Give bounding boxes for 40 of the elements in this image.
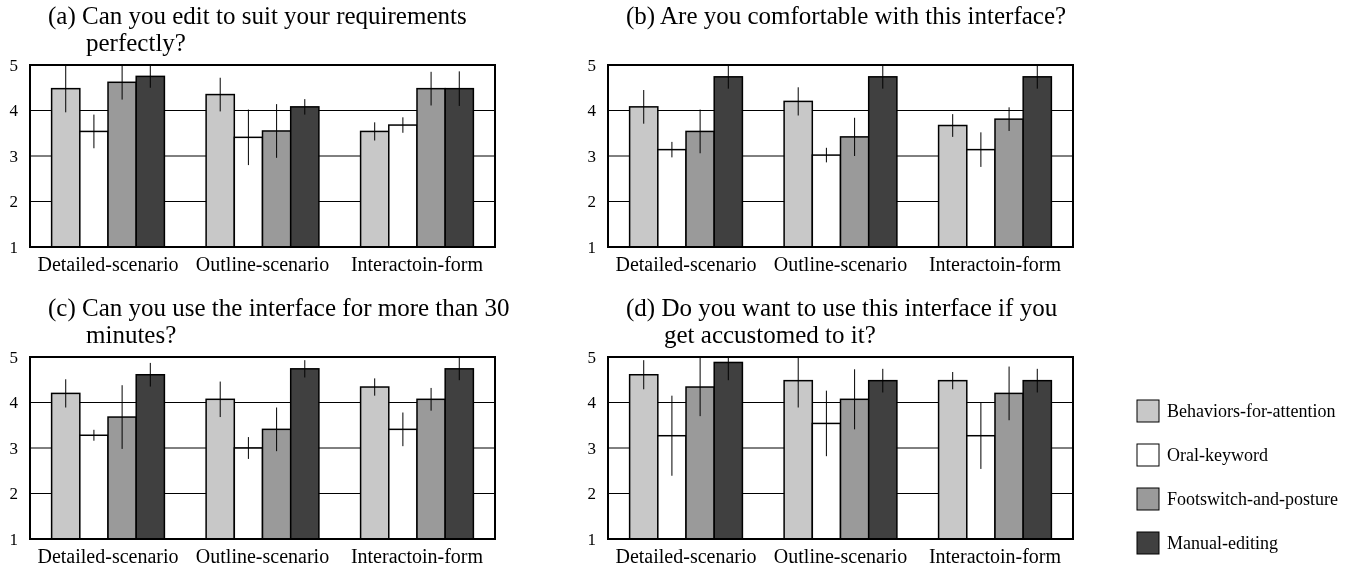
x-tick-label: Outline-scenario (195, 545, 330, 567)
legend-label: Behaviors-for-attention (1167, 401, 1336, 422)
y-tick-label: 5 (9, 55, 18, 75)
y-tick-label: 2 (587, 484, 596, 504)
x-tick-label: Detailed-scenario (37, 545, 179, 567)
x-tick-label: Interactoin-form (928, 545, 1062, 567)
y-tick-label: 5 (587, 347, 596, 367)
y-tick-label: 3 (9, 146, 18, 166)
x-tick-label: Outline-scenario (773, 545, 908, 567)
y-tick-label: 2 (587, 192, 596, 212)
y-tick-label: 1 (9, 529, 18, 549)
y-tick-label: 1 (587, 237, 596, 257)
x-tick-label: Outline-scenario (773, 253, 908, 275)
y-tick-label: 5 (9, 347, 18, 367)
y-tick-label: 3 (9, 438, 18, 458)
chart-title: (d) Do you want to use this interface if you get accustomed to it? (626, 294, 1059, 348)
x-tick-label: Detailed-scenario (615, 253, 757, 275)
x-tick-label: Detailed-scenario (615, 545, 757, 567)
y-tick-label: 4 (587, 393, 597, 413)
chart-title: (c) Can you use the interface for more than 30 minutes? (48, 294, 511, 348)
y-tick-label: 4 (9, 393, 19, 413)
legend-label: Footswitch-and-posture (1167, 489, 1338, 510)
y-tick-label: 5 (587, 55, 596, 75)
legend-label: Manual-editing (1167, 533, 1278, 554)
y-tick-label: 3 (587, 146, 596, 166)
y-tick-label: 4 (9, 101, 19, 121)
chart-title: (b) Are you comfortable with this interface? (626, 2, 1068, 29)
x-tick-label: Interactoin-form (350, 253, 484, 275)
x-tick-label: Interactoin-form (350, 545, 484, 567)
x-tick-label: Detailed-scenario (37, 253, 179, 275)
chart-title: (a) Can you edit to suit your requirements perfectly? (48, 2, 468, 56)
y-tick-label: 2 (9, 484, 18, 504)
y-tick-label: 1 (587, 529, 596, 549)
x-tick-label: Interactoin-form (928, 253, 1062, 275)
y-tick-label: 2 (9, 192, 18, 212)
y-tick-label: 1 (9, 237, 18, 257)
y-tick-label: 3 (587, 438, 596, 458)
x-tick-label: Outline-scenario (195, 253, 330, 275)
legend-label: Oral-keyword (1167, 445, 1268, 466)
y-tick-label: 4 (587, 101, 597, 121)
